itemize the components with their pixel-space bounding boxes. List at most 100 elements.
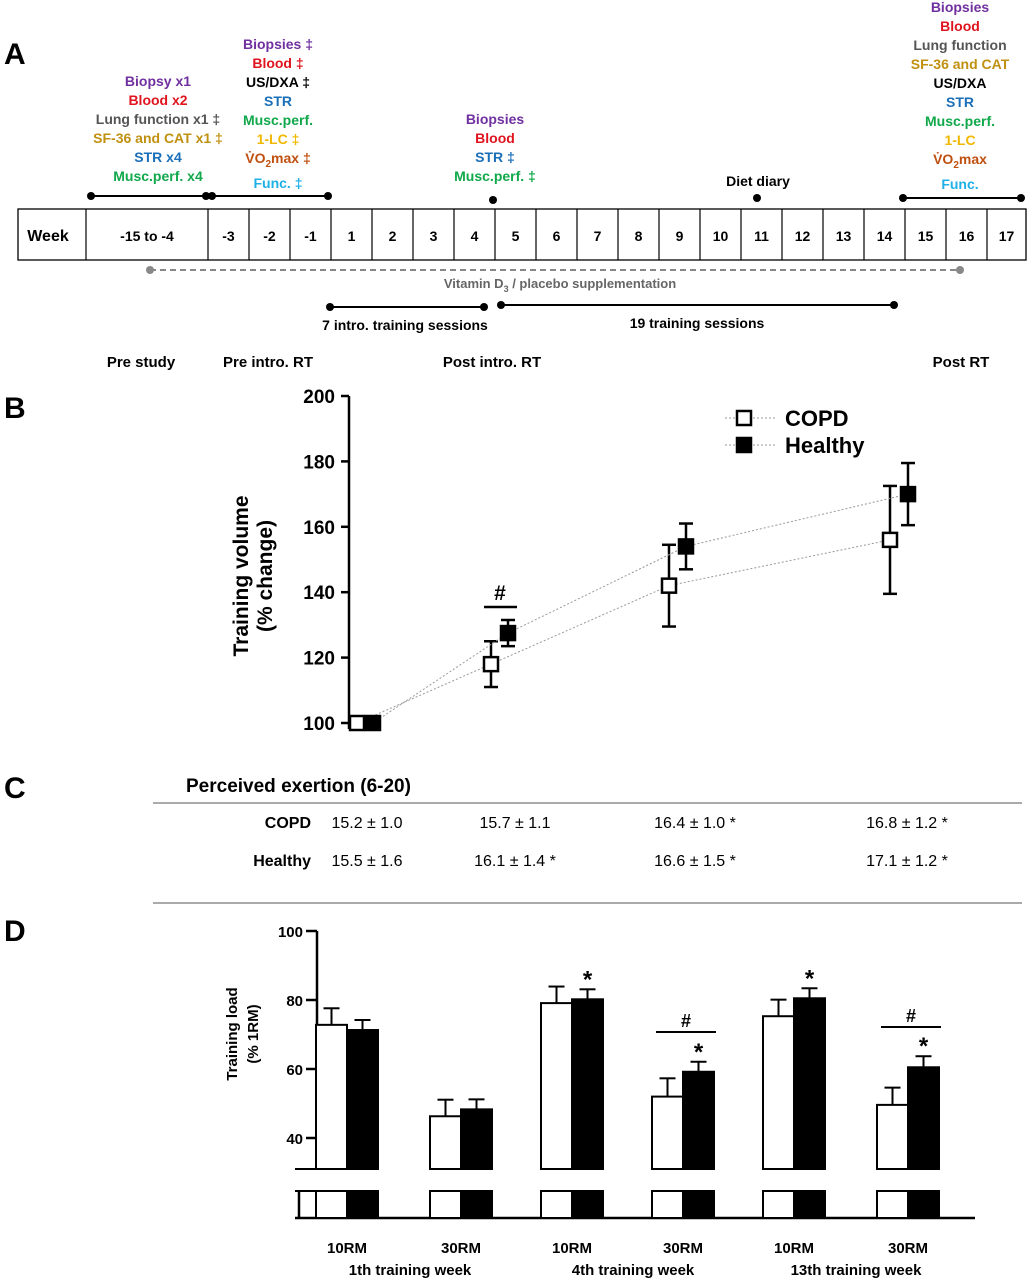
week-cell: 12 <box>795 228 811 244</box>
y-tick-label-b: 200 <box>303 387 335 408</box>
table-cell: 16.8 ± 1.2 * <box>866 815 948 832</box>
week-cell: 7 <box>594 228 602 244</box>
measure-item: Biopsy x1 <box>124 73 192 89</box>
measure-item: SF-36 and CAT <box>910 56 1010 72</box>
legend-label-copd: COPD <box>785 406 849 431</box>
bar-base-healthy <box>571 1190 604 1219</box>
week-cell: 9 <box>676 228 684 244</box>
week-cell: 16 <box>959 228 975 244</box>
panel-label-c: C <box>4 772 26 805</box>
table-cell: 16.1 ± 1.4 * <box>474 853 556 870</box>
y-tick-label-b: 100 <box>303 714 335 735</box>
week-cell: 8 <box>635 228 643 244</box>
week-cell: 4 <box>471 228 479 244</box>
y-tick-label-b: 160 <box>303 518 335 539</box>
measure-item: US/DXA ‡ <box>245 74 311 90</box>
training-bracket-end <box>890 301 898 309</box>
group-label: 1th training week <box>349 1262 472 1279</box>
significance-hash: # <box>681 1011 691 1031</box>
supplementation-label: Vitamin D3 / placebo supplementation <box>444 276 676 294</box>
supplementation-end <box>956 266 964 274</box>
significance-star: * <box>583 966 593 993</box>
measure-item: Biopsies <box>930 0 990 15</box>
legend-label-healthy: Healthy <box>785 433 865 458</box>
post-intro-measures: Biopsies Blood STR ‡ Musc.perf. ‡ <box>430 110 560 186</box>
bar-base-copd <box>762 1190 795 1219</box>
significance-star: * <box>805 965 815 992</box>
week-cell: 6 <box>553 228 561 244</box>
significance-hash: # <box>906 1006 916 1026</box>
bar-healthy <box>346 1029 379 1171</box>
bar-copd <box>429 1115 462 1171</box>
data-point-healthy <box>499 624 517 642</box>
bar-base-copd <box>429 1190 462 1219</box>
bar-base-copd <box>315 1190 348 1219</box>
measure-item: 1-LC ‡ <box>256 131 300 147</box>
week-cell: 2 <box>389 228 397 244</box>
measure-item: 1-LC <box>944 132 976 148</box>
bar-healthy <box>571 998 604 1170</box>
bar-healthy <box>907 1066 940 1171</box>
bar-base-copd <box>876 1190 909 1219</box>
pre-study-bracket-start <box>87 192 95 200</box>
week-cell: 15 <box>918 228 934 244</box>
week-cell: 13 <box>836 228 852 244</box>
category-label: 30RM <box>441 1240 481 1257</box>
significance-star: * <box>919 1033 929 1060</box>
measure-item: Lung function <box>913 37 1007 53</box>
week-cell: 14 <box>877 228 893 244</box>
intro-training-bracket-end <box>480 303 488 311</box>
data-point-healthy <box>899 485 917 503</box>
measure-item: Musc.perf. <box>924 113 995 129</box>
bar-copd <box>540 1002 573 1170</box>
y-axis-label-d: Training load <box>224 987 241 1080</box>
panel-label-b: B <box>4 392 26 425</box>
phase-label: Post intro. RT <box>443 354 541 371</box>
panel-label-a: A <box>4 38 26 71</box>
pre-study-bracket-end <box>202 192 210 200</box>
measure-item: Blood <box>940 18 980 34</box>
data-point-healthy <box>364 714 382 732</box>
pre-study-measures: Biopsy x1 Blood x2 Lung function x1 ‡ SF-36… <box>88 72 228 186</box>
bar-healthy <box>793 997 826 1171</box>
measure-item: Musc.perf. x4 <box>113 168 203 184</box>
data-point-copd <box>660 577 678 594</box>
measure-item: Blood x2 <box>128 92 188 108</box>
week-cell: -1 <box>304 228 317 244</box>
diet-diary-label: Diet diary <box>726 173 790 189</box>
post-rt-measures: Biopsies Blood Lung function SF-36 and CAT U… <box>890 0 1028 194</box>
table-cell: 15.2 ± 1.0 <box>331 815 402 832</box>
intro-training-bracket-start <box>326 303 334 311</box>
measure-item: Biopsies ‡ <box>242 36 314 52</box>
category-label: 10RM <box>327 1240 367 1257</box>
week-cell: 10 <box>713 228 729 244</box>
measure-item: Func. ‡ <box>253 174 303 191</box>
category-label: 10RM <box>774 1240 814 1257</box>
week-cell: -15 to -4 <box>120 228 174 244</box>
y-tick-label-b: 180 <box>303 452 335 473</box>
table-cell: 16.6 ± 1.5 * <box>654 853 736 870</box>
y-tick-label-b: 140 <box>303 583 335 604</box>
y-tick-label-b: 120 <box>303 649 335 670</box>
table-cell: 15.5 ± 1.6 <box>331 853 402 870</box>
legend-marker-copd <box>735 409 753 427</box>
measure-item: STR <box>946 94 974 110</box>
group-label: 13th training week <box>791 1262 923 1279</box>
measure-item: SF-36 and CAT x1 ‡ <box>93 130 223 146</box>
measure-item: Blood ‡ <box>252 55 304 71</box>
significance-star: * <box>694 1039 704 1066</box>
y-tick-label-d: 60 <box>286 1062 303 1079</box>
measure-item: Biopsies <box>465 111 525 127</box>
intro-training-label: 7 intro. training sessions <box>322 317 488 333</box>
measure-item: Blood <box>475 130 515 146</box>
week-cell: -3 <box>222 228 235 244</box>
post-rt-bracket-start <box>899 194 907 202</box>
measure-item: Lung function x1 ‡ <box>95 111 221 127</box>
table-row-label: COPD <box>265 815 311 832</box>
group-label: 4th training week <box>572 1262 695 1279</box>
post-intro-marker <box>489 196 497 204</box>
pre-intro-bracket-end <box>324 192 332 200</box>
measure-item: STR ‡ <box>475 149 515 165</box>
legend-marker-healthy <box>735 436 753 454</box>
